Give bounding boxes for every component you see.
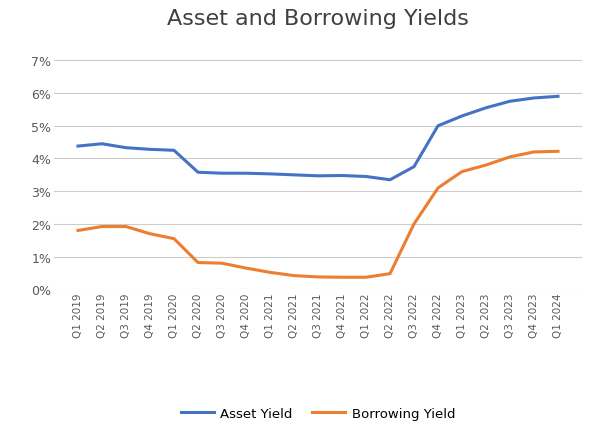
Borrowing Yield <box>338 275 346 280</box>
Asset Yield <box>194 170 202 176</box>
Borrowing Yield <box>122 225 130 230</box>
Legend: Asset Yield, Borrowing Yield: Asset Yield, Borrowing Yield <box>175 402 461 425</box>
Asset Yield <box>458 114 466 119</box>
Asset Yield <box>530 96 538 101</box>
Borrowing Yield <box>74 228 82 233</box>
Asset Yield <box>434 124 442 129</box>
Borrowing Yield <box>314 275 322 280</box>
Borrowing Yield <box>482 163 490 168</box>
Borrowing Yield <box>98 225 106 230</box>
Line: Borrowing Yield: Borrowing Yield <box>78 152 558 278</box>
Asset Yield <box>242 171 250 176</box>
Asset Yield <box>290 173 298 178</box>
Asset Yield <box>386 178 394 183</box>
Asset Yield <box>338 173 346 178</box>
Borrowing Yield <box>434 186 442 191</box>
Borrowing Yield <box>410 222 418 227</box>
Asset Yield <box>506 99 514 104</box>
Borrowing Yield <box>554 150 562 155</box>
Borrowing Yield <box>530 150 538 155</box>
Borrowing Yield <box>290 273 298 279</box>
Borrowing Yield <box>458 170 466 175</box>
Asset Yield <box>218 171 226 176</box>
Title: Asset and Borrowing Yields: Asset and Borrowing Yields <box>167 9 469 29</box>
Borrowing Yield <box>266 270 274 275</box>
Asset Yield <box>362 175 370 180</box>
Borrowing Yield <box>170 236 178 242</box>
Borrowing Yield <box>506 155 514 160</box>
Borrowing Yield <box>386 271 394 276</box>
Asset Yield <box>314 174 322 179</box>
Asset Yield <box>122 146 130 151</box>
Asset Yield <box>482 106 490 111</box>
Borrowing Yield <box>218 261 226 266</box>
Borrowing Yield <box>146 232 154 237</box>
Asset Yield <box>266 172 274 177</box>
Asset Yield <box>146 147 154 153</box>
Asset Yield <box>170 148 178 153</box>
Borrowing Yield <box>194 260 202 265</box>
Asset Yield <box>410 165 418 170</box>
Asset Yield <box>554 95 562 100</box>
Asset Yield <box>98 142 106 147</box>
Asset Yield <box>74 144 82 149</box>
Borrowing Yield <box>242 266 250 271</box>
Line: Asset Yield: Asset Yield <box>78 97 558 180</box>
Borrowing Yield <box>362 275 370 280</box>
